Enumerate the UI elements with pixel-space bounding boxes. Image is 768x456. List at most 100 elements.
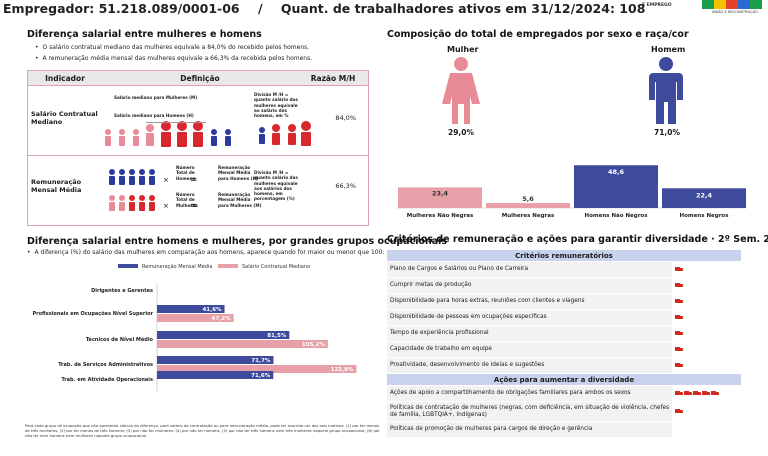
employer-id: Empregador: 51.218.089/0001-06	[3, 1, 240, 16]
bar-value-label: 105,2%	[302, 342, 325, 348]
category-label: Mulheres Negras	[502, 213, 555, 219]
truck-icon	[684, 390, 692, 397]
adoption-indicator	[672, 326, 741, 341]
truck-icon	[711, 390, 719, 397]
truck-icon	[675, 390, 683, 397]
occupation-title: Diferença salarial entre homens e mulher…	[27, 236, 448, 247]
bar	[157, 331, 290, 339]
bar	[157, 371, 274, 379]
criteria-row: Capacidade de trabalho em equipe	[387, 342, 741, 358]
men-women-figures-icon: × × = =	[109, 169, 198, 211]
category-label: Profissionais em Ocupações Nível Superio…	[32, 310, 153, 317]
logo-bar	[702, 0, 762, 9]
adoption-indicator	[672, 386, 741, 401]
adoption-indicator	[672, 358, 741, 373]
male-label: Homem	[651, 45, 686, 54]
truck-icon	[675, 408, 683, 415]
def-men-median: Salário mediano para Homens (H)	[114, 113, 194, 118]
bullet-2: A remuneração média mensal das mulheres …	[35, 55, 313, 62]
criteria-label: Disponibilidade para horas extras, reuni…	[390, 298, 585, 305]
logo-subtitle: UNIÃO E RECONSTRUÇÃO	[711, 10, 758, 14]
criteria-label: Políticas de promoção de mulheres para c…	[390, 426, 593, 433]
bar-value-label: 71,6%	[251, 373, 271, 379]
composition-title: Composição do total de empregados por se…	[387, 29, 689, 40]
salary-diff-title: Diferença salarial entre mulheres e home…	[27, 29, 262, 40]
legend-label: Salário Contratual Mediano	[242, 263, 310, 270]
footnote: Para cada grupo de ocupação que não apre…	[25, 423, 380, 438]
section-criteria-header: Critérios remuneratórios	[387, 250, 741, 262]
bar-value-label: 23,4	[432, 189, 449, 197]
adoption-indicator	[672, 294, 741, 309]
bar	[662, 188, 746, 208]
def-note: Divisão M /H = quanto salário das mulher…	[254, 92, 298, 118]
def-note: Divisão M /H = quanto salário das mulher…	[254, 170, 298, 202]
category-label: Homens Não Negros	[585, 213, 649, 219]
adoption-indicator	[672, 262, 741, 277]
row-indicator: Remuneração Mensal Média	[31, 178, 82, 195]
bar-value-label: 5,6	[522, 195, 534, 203]
adoption-indicator	[672, 342, 741, 357]
category-label: Técnicos de Nível Médio	[86, 336, 154, 343]
bar-value-label: 48,6	[608, 168, 625, 176]
occupation-subtitle: A diferença (%) do salário das mulheres …	[27, 249, 385, 256]
svg-text:×: ×	[163, 176, 169, 184]
criteria-label: Políticas de contratação de mulheres (ne…	[390, 404, 670, 418]
bar	[574, 165, 658, 208]
col-definition: Definição	[180, 73, 220, 83]
bar-value-label: 41,6%	[202, 307, 222, 313]
people-figures-icon	[105, 121, 231, 147]
col-ratio: Razão M/H	[310, 73, 356, 83]
salary-ratio-table: Indicador Definição Razão M/H Salário Co…	[27, 70, 369, 226]
header-title: Empregador: 51.218.089/0001-06 / Quant. …	[3, 1, 659, 16]
bar	[486, 203, 570, 208]
criteria-label: Capacidade de trabalho em equipe	[390, 346, 492, 353]
truck-icon	[702, 390, 710, 397]
truck-icon	[675, 282, 683, 289]
adoption-indicator	[672, 278, 741, 293]
bar	[157, 365, 357, 373]
table-row: Remuneração Mensal Média × × = =	[28, 155, 368, 225]
bar	[157, 356, 274, 364]
legend-label: Remuneração Mensal Média	[142, 263, 212, 270]
adoption-indicator	[672, 310, 741, 325]
male-figure-icon	[649, 57, 683, 124]
bar	[157, 340, 328, 348]
def-men-remun: Remuneração Mensal Média para Homens (H)	[218, 165, 259, 181]
def-men-count: Número Total de Homens	[176, 165, 196, 181]
row-indicator: Salário Contratual Mediano	[31, 110, 98, 127]
def-women-remun: Remuneração Mensal Média para Mulheres (…	[218, 192, 262, 208]
bar-value-label: 122,8%	[331, 367, 354, 373]
criteria-row: Disponibilidade para horas extras, reuni…	[387, 294, 741, 310]
ratio-value: 66,3%	[335, 182, 356, 190]
criteria-title: Critérios de remuneração e ações para ga…	[387, 234, 768, 245]
criteria-label: Ações de apoio a compartilhamento de obr…	[390, 390, 631, 397]
criteria-row: Disponibilidade de pessoas em ocupações …	[387, 310, 741, 326]
bullet-1: O salário contratual mediano das mulhere…	[35, 44, 310, 51]
criteria-row: Políticas de promoção de mulheres para c…	[387, 422, 741, 438]
category-label: Dirigentes e Gerentes	[91, 288, 153, 294]
legend-swatch	[218, 264, 238, 268]
truck-icon	[693, 390, 701, 397]
ratio-value: 84,0%	[335, 114, 356, 122]
logo-text: E EMPREGO	[642, 3, 672, 8]
adoption-indicator	[672, 402, 741, 421]
composition-bar-chart: 23,4 Mulheres Não Negras 5,6 Mulheres Negra…	[396, 165, 746, 219]
section-diversity-header: Ações para aumentar a diversidade	[387, 374, 741, 386]
bar	[157, 305, 225, 313]
page-header: Empregador: 51.218.089/0001-06 / Quant. …	[0, 0, 768, 18]
header-separator: /	[257, 1, 263, 16]
criteria-label: Tempo de experiência profissional	[390, 330, 489, 337]
gov-logo: E EMPREGO UNIÃO E RECONSTRUÇÃO	[642, 0, 762, 16]
worker-count: Quant. de trabalhadores ativos em 31/12/…	[280, 1, 646, 16]
def-women-median: Salário mediano para Mulheres (M)	[114, 95, 198, 100]
truck-icon	[675, 314, 683, 321]
bar-value-label: 81,5%	[267, 333, 287, 339]
criteria-label: Disponibilidade de pessoas em ocupações …	[390, 314, 547, 321]
category-label: Trab. de Serviços Administrativos	[58, 362, 153, 368]
svg-text:=: =	[190, 175, 198, 185]
criteria-row: Ações de apoio a compartilhamento de obr…	[387, 386, 741, 402]
truck-icon	[675, 330, 683, 337]
svg-text:×: ×	[163, 202, 169, 210]
table-row: Salário Contratual Mediano Salário media…	[28, 85, 368, 155]
svg-text:=: =	[190, 201, 198, 211]
